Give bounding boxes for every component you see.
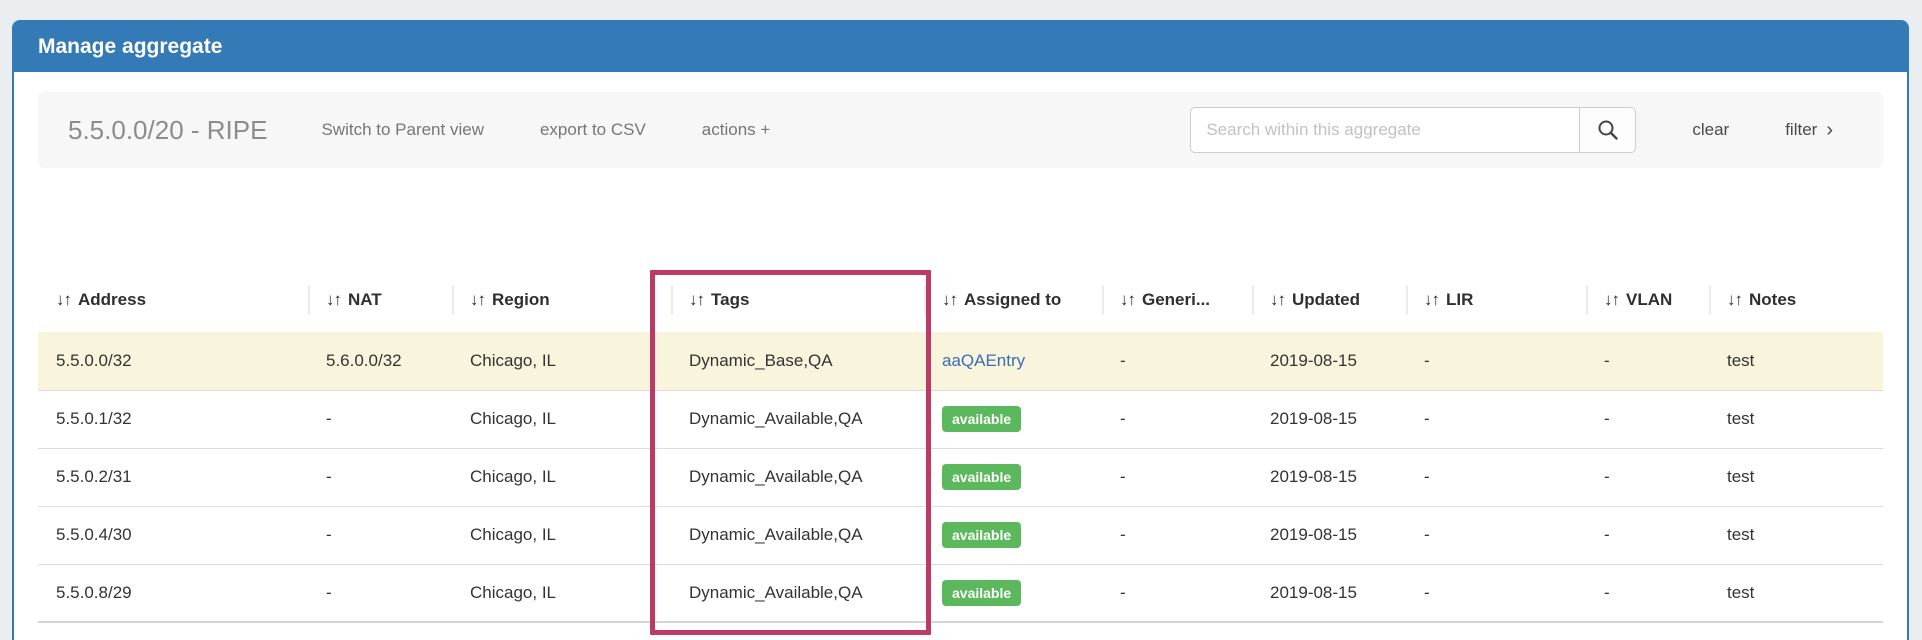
cell-assigned-to: available xyxy=(924,448,1102,506)
cell-updated: 2019-08-15 xyxy=(1252,506,1406,564)
cell-lir: - xyxy=(1406,332,1586,390)
cell-notes: test xyxy=(1709,332,1883,390)
cell-generic: - xyxy=(1102,564,1252,622)
column-header-lir[interactable]: ↓↑LIR xyxy=(1406,268,1586,332)
chevron-right-icon: › xyxy=(1826,120,1833,140)
panel-body: 5.5.0.0/20 - RIPE Switch to Parent view … xyxy=(14,72,1907,640)
column-header-generic[interactable]: ↓↑Generi... xyxy=(1102,268,1252,332)
table-row[interactable]: 5.5.0.1/32 - Chicago, IL Dynamic_Availab… xyxy=(38,390,1883,448)
cell-assigned-to: available xyxy=(924,390,1102,448)
column-header-vlan[interactable]: ↓↑VLAN xyxy=(1586,268,1709,332)
cell-notes: test xyxy=(1709,448,1883,506)
cell-region: Chicago, IL xyxy=(452,564,671,622)
search-input[interactable] xyxy=(1190,107,1580,153)
table-row[interactable]: 5.5.0.4/30 - Chicago, IL Dynamic_Availab… xyxy=(38,506,1883,564)
cell-tags: Dynamic_Available,QA xyxy=(671,448,924,506)
cell-tags: Dynamic_Available,QA xyxy=(671,390,924,448)
column-header-nat[interactable]: ↓↑NAT xyxy=(308,268,452,332)
cell-vlan: - xyxy=(1586,332,1709,390)
sort-icon: ↓↑ xyxy=(942,290,957,309)
cell-tags: Dynamic_Available,QA xyxy=(671,564,924,622)
search-group xyxy=(1190,107,1636,153)
cell-address: 5.5.0.1/32 xyxy=(38,390,308,448)
filter-label: filter xyxy=(1785,120,1817,140)
cell-address: 5.5.0.8/29 xyxy=(38,564,308,622)
cell-address: 5.5.0.2/31 xyxy=(38,448,308,506)
sort-icon: ↓↑ xyxy=(689,290,704,309)
cell-lir: - xyxy=(1406,448,1586,506)
cell-assigned-to: available xyxy=(924,564,1102,622)
cell-updated: 2019-08-15 xyxy=(1252,332,1406,390)
status-badge-available: available xyxy=(942,406,1021,432)
clear-button[interactable]: clear xyxy=(1692,120,1729,140)
cell-vlan: - xyxy=(1586,390,1709,448)
search-icon xyxy=(1597,119,1619,141)
export-csv-link[interactable]: export to CSV xyxy=(540,120,646,140)
sort-icon: ↓↑ xyxy=(470,290,485,309)
cell-generic: - xyxy=(1102,506,1252,564)
cell-assigned-to: aaQAEntry xyxy=(924,332,1102,390)
cell-region: Chicago, IL xyxy=(452,390,671,448)
cell-nat: 5.6.0.0/32 xyxy=(308,332,452,390)
cell-assigned-to: available xyxy=(924,506,1102,564)
table-header-row: ↓↑Address ↓↑NAT ↓↑Region ↓↑Tags ↓↑Assign… xyxy=(38,268,1883,332)
column-header-tags[interactable]: ↓↑Tags xyxy=(671,268,924,332)
column-header-region[interactable]: ↓↑Region xyxy=(452,268,671,332)
cell-generic: - xyxy=(1102,448,1252,506)
search-button[interactable] xyxy=(1579,107,1636,153)
cell-lir: - xyxy=(1406,390,1586,448)
cell-vlan: - xyxy=(1586,448,1709,506)
cell-address: 5.5.0.0/32 xyxy=(38,332,308,390)
cell-lir: - xyxy=(1406,564,1586,622)
status-badge-available: available xyxy=(942,522,1021,548)
sort-icon: ↓↑ xyxy=(56,290,71,309)
cell-tags: Dynamic_Base,QA xyxy=(671,332,924,390)
sort-icon: ↓↑ xyxy=(1120,290,1135,309)
cell-region: Chicago, IL xyxy=(452,506,671,564)
sort-icon: ↓↑ xyxy=(1604,290,1619,309)
switch-parent-view-link[interactable]: Switch to Parent view xyxy=(321,120,484,140)
cell-region: Chicago, IL xyxy=(452,332,671,390)
cell-nat: - xyxy=(308,448,452,506)
cell-address: 5.5.0.4/30 xyxy=(38,506,308,564)
cell-lir: - xyxy=(1406,506,1586,564)
cell-nat: - xyxy=(308,390,452,448)
cell-updated: 2019-08-15 xyxy=(1252,448,1406,506)
actions-menu-link[interactable]: actions + xyxy=(702,120,771,140)
column-header-updated[interactable]: ↓↑Updated xyxy=(1252,268,1406,332)
column-header-notes[interactable]: ↓↑Notes xyxy=(1709,268,1883,332)
cell-vlan: - xyxy=(1586,506,1709,564)
manage-aggregate-panel: Manage aggregate 5.5.0.0/20 - RIPE Switc… xyxy=(12,20,1909,640)
aggregate-label: 5.5.0.0/20 - RIPE xyxy=(68,115,267,146)
cell-notes: test xyxy=(1709,506,1883,564)
aggregate-table: ↓↑Address ↓↑NAT ↓↑Region ↓↑Tags ↓↑Assign… xyxy=(38,268,1883,623)
cell-notes: test xyxy=(1709,564,1883,622)
cell-region: Chicago, IL xyxy=(452,448,671,506)
cell-generic: - xyxy=(1102,332,1252,390)
assigned-entry-link[interactable]: aaQAEntry xyxy=(942,351,1025,370)
status-badge-available: available xyxy=(942,580,1021,606)
cell-nat: - xyxy=(308,564,452,622)
cell-notes: test xyxy=(1709,390,1883,448)
aggregate-toolbar: 5.5.0.0/20 - RIPE Switch to Parent view … xyxy=(38,92,1883,168)
panel-heading: Manage aggregate xyxy=(14,22,1907,72)
sort-icon: ↓↑ xyxy=(1270,290,1285,309)
cell-tags: Dynamic_Available,QA xyxy=(671,506,924,564)
cell-updated: 2019-08-15 xyxy=(1252,564,1406,622)
column-header-address[interactable]: ↓↑Address xyxy=(38,268,308,332)
cell-updated: 2019-08-15 xyxy=(1252,390,1406,448)
sort-icon: ↓↑ xyxy=(1424,290,1439,309)
status-badge-available: available xyxy=(942,464,1021,490)
filter-button[interactable]: filter › xyxy=(1785,120,1833,140)
cell-nat: - xyxy=(308,506,452,564)
sort-icon: ↓↑ xyxy=(326,290,341,309)
table-row[interactable]: 5.5.0.2/31 - Chicago, IL Dynamic_Availab… xyxy=(38,448,1883,506)
sort-icon: ↓↑ xyxy=(1727,290,1742,309)
cell-vlan: - xyxy=(1586,564,1709,622)
table-row[interactable]: 5.5.0.8/29 - Chicago, IL Dynamic_Availab… xyxy=(38,564,1883,622)
cell-generic: - xyxy=(1102,390,1252,448)
column-header-assigned-to[interactable]: ↓↑Assigned to xyxy=(924,268,1102,332)
page-title: Manage aggregate xyxy=(38,35,222,59)
table-row[interactable]: 5.5.0.0/32 5.6.0.0/32 Chicago, IL Dynami… xyxy=(38,332,1883,390)
